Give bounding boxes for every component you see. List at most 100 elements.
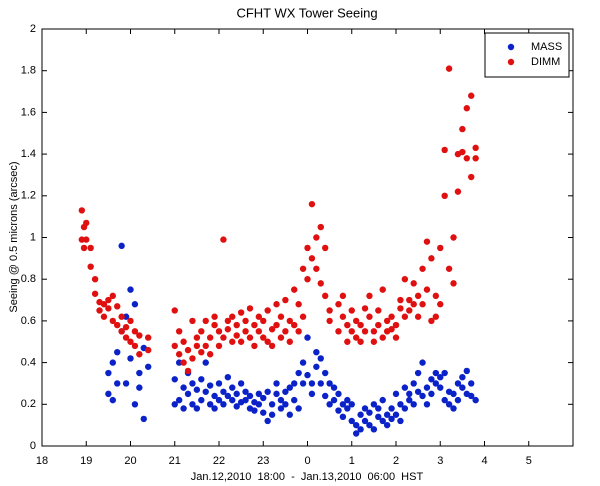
point bbox=[109, 359, 117, 366]
point bbox=[175, 396, 183, 404]
point bbox=[304, 244, 311, 252]
point bbox=[109, 292, 117, 300]
point bbox=[202, 388, 209, 395]
point bbox=[419, 301, 426, 308]
point bbox=[264, 307, 271, 314]
point bbox=[366, 421, 373, 429]
point bbox=[361, 405, 369, 412]
y-tick-label: 1.4 bbox=[21, 148, 36, 160]
point bbox=[105, 296, 112, 304]
y-tick-label: 1.2 bbox=[21, 190, 36, 202]
point bbox=[401, 384, 409, 391]
point bbox=[388, 405, 395, 412]
point bbox=[450, 405, 457, 412]
point bbox=[472, 155, 479, 162]
point bbox=[100, 301, 108, 308]
point bbox=[339, 292, 347, 300]
point bbox=[379, 286, 386, 293]
point bbox=[83, 236, 90, 243]
point bbox=[317, 355, 324, 362]
point bbox=[322, 244, 329, 252]
point bbox=[304, 334, 311, 341]
point bbox=[370, 426, 378, 433]
point bbox=[215, 380, 223, 387]
point bbox=[118, 242, 125, 250]
point bbox=[357, 426, 364, 433]
point bbox=[193, 386, 201, 393]
point bbox=[131, 342, 139, 350]
point bbox=[450, 280, 457, 287]
point bbox=[220, 401, 227, 408]
y-tick-label: 2 bbox=[30, 23, 36, 35]
point bbox=[277, 313, 285, 320]
point bbox=[255, 328, 263, 335]
point bbox=[255, 313, 263, 320]
point bbox=[432, 369, 440, 377]
point bbox=[313, 348, 320, 356]
point bbox=[114, 321, 121, 329]
point bbox=[348, 307, 355, 314]
point bbox=[445, 265, 453, 272]
point bbox=[273, 380, 280, 387]
point bbox=[428, 390, 435, 398]
point bbox=[352, 421, 360, 429]
point bbox=[352, 334, 360, 341]
point bbox=[206, 351, 214, 358]
point bbox=[175, 351, 183, 358]
point bbox=[366, 409, 373, 416]
point bbox=[295, 328, 302, 335]
point bbox=[255, 390, 263, 398]
point bbox=[202, 342, 209, 350]
point bbox=[445, 401, 453, 408]
point bbox=[406, 390, 413, 398]
point bbox=[459, 384, 466, 391]
point bbox=[361, 328, 369, 335]
point bbox=[370, 328, 378, 335]
point bbox=[171, 342, 178, 350]
point bbox=[171, 401, 178, 408]
point bbox=[454, 396, 462, 404]
point bbox=[268, 326, 276, 333]
point bbox=[317, 223, 324, 231]
point bbox=[136, 332, 143, 339]
point bbox=[211, 313, 218, 320]
point bbox=[299, 313, 307, 320]
point bbox=[193, 405, 201, 412]
point bbox=[423, 286, 431, 293]
point bbox=[184, 367, 192, 375]
point bbox=[335, 328, 342, 335]
x-tick-label: 18 bbox=[36, 455, 48, 467]
point bbox=[277, 396, 285, 404]
point bbox=[357, 411, 364, 418]
point bbox=[180, 384, 187, 391]
point bbox=[180, 338, 187, 345]
point bbox=[198, 376, 205, 383]
point bbox=[193, 342, 201, 350]
point bbox=[180, 359, 187, 366]
point bbox=[282, 328, 289, 335]
y-tick-label: 1 bbox=[30, 231, 36, 243]
plot-frame bbox=[41, 28, 574, 447]
point bbox=[383, 421, 391, 429]
point bbox=[370, 401, 378, 408]
point bbox=[136, 369, 143, 377]
point bbox=[136, 351, 143, 358]
point bbox=[410, 301, 417, 308]
point bbox=[291, 321, 298, 329]
point bbox=[392, 411, 400, 418]
point bbox=[437, 244, 444, 252]
point bbox=[441, 369, 448, 377]
x-axis-label: Jan.12,2010 18:00 - Jan.13,2010 06:00 HS… bbox=[191, 471, 424, 483]
point bbox=[255, 401, 263, 408]
point bbox=[344, 321, 351, 329]
y-tick-label: 1.8 bbox=[21, 65, 36, 77]
point bbox=[189, 380, 196, 387]
legend-label: DIMM bbox=[531, 56, 560, 68]
point bbox=[414, 313, 422, 320]
point bbox=[295, 301, 302, 308]
point bbox=[375, 413, 382, 421]
point bbox=[251, 407, 258, 414]
point bbox=[352, 317, 360, 325]
point bbox=[468, 380, 475, 387]
point bbox=[437, 301, 444, 308]
